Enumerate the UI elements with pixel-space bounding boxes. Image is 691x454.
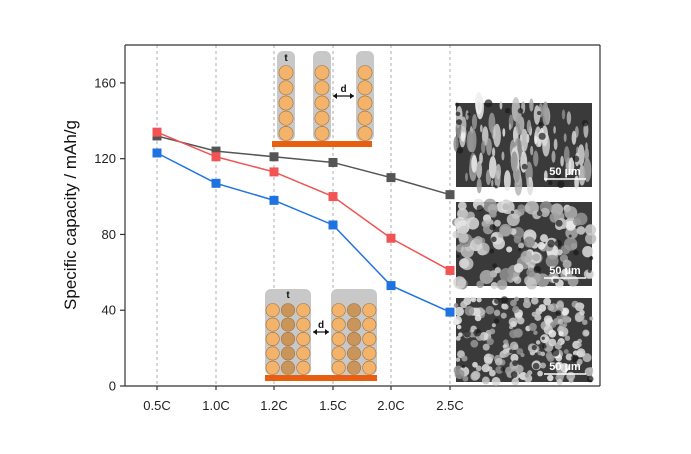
- grid-lines: [156, 45, 451, 386]
- pillar: [331, 289, 377, 375]
- data-point: [211, 146, 221, 156]
- data-point: [269, 167, 279, 177]
- thickness-label: t: [284, 53, 288, 64]
- thickness-label: t: [286, 290, 290, 301]
- y-tick-label: 160: [94, 75, 116, 90]
- series-line-1: [156, 135, 451, 196]
- data-point: [211, 178, 221, 188]
- pillar: [356, 51, 374, 141]
- data-point: [445, 190, 455, 200]
- data-point: [152, 148, 162, 158]
- y-axis-label: Specific capacity / mAh/g: [61, 120, 80, 310]
- data-point: [386, 173, 396, 183]
- y-tick-label: 120: [94, 151, 116, 166]
- data-point: [211, 152, 221, 162]
- x-tick-label: 0.5C: [143, 398, 170, 413]
- substrate: [265, 375, 377, 381]
- substrate: [272, 141, 372, 147]
- x-ticks: 0.5C 1.0C 1.2C 1.5C 2.0C 2.5C: [143, 386, 464, 413]
- sem-image-2: 50 µm: [452, 198, 597, 290]
- data-point: [328, 157, 338, 167]
- x-tick-label: 1.5C: [319, 398, 346, 413]
- scale-bar-label: 50 µm: [549, 361, 581, 373]
- sem-image-3: 50 µm: [453, 296, 594, 386]
- y-tick-label: 0: [109, 379, 116, 394]
- series-line-2: [156, 131, 451, 272]
- y-tick-label: 80: [102, 227, 116, 242]
- data-point: [328, 192, 338, 202]
- y-ticks: 0 40 80 120 160: [94, 75, 125, 394]
- y-tick-label: 40: [102, 303, 116, 318]
- data-point: [445, 265, 455, 275]
- pillar: [265, 289, 311, 375]
- top-schematic: td: [272, 51, 374, 147]
- x-tick-label: 2.0C: [377, 398, 404, 413]
- x-tick-label: 1.2C: [260, 398, 287, 413]
- pillar: [277, 51, 295, 141]
- data-point: [386, 281, 396, 291]
- sem-image-1: 50 µm: [453, 92, 592, 196]
- scale-bar-label: 50 µm: [549, 166, 581, 178]
- axes: [124, 44, 601, 387]
- data-point: [269, 152, 279, 162]
- data-point: [386, 233, 396, 243]
- pillar: [313, 51, 331, 141]
- data-point: [152, 127, 162, 137]
- spacing-label: d: [340, 84, 346, 95]
- sem-insets: 50 µm 50 µm 50 µm: [452, 92, 597, 386]
- spacing-label: d: [318, 320, 324, 331]
- x-tick-label: 1.0C: [202, 398, 229, 413]
- series-line-3: [156, 152, 451, 313]
- scale-bar-label: 50 µm: [549, 265, 581, 277]
- data-point: [328, 220, 338, 230]
- series-lines: [152, 127, 455, 317]
- bottom-schematic: td: [265, 289, 377, 381]
- data-point: [445, 307, 455, 317]
- data-point: [269, 195, 279, 205]
- x-tick-label: 2.5C: [436, 398, 463, 413]
